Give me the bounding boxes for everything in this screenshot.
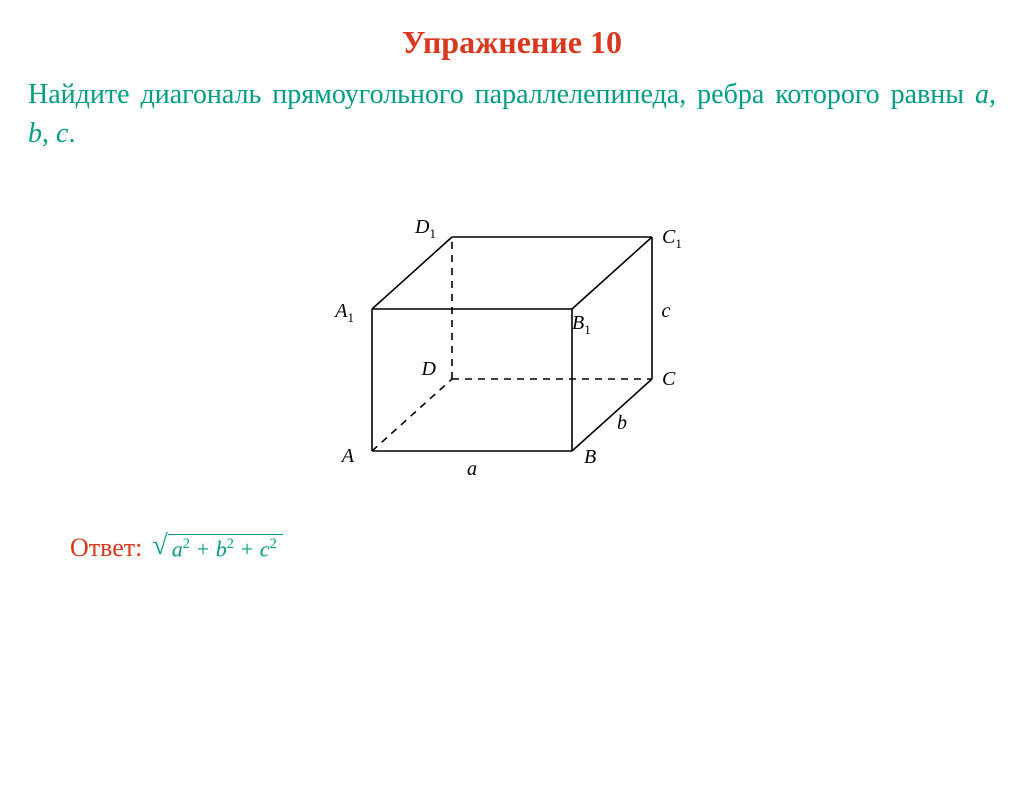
svg-text:C: C — [662, 368, 676, 390]
exercise-title: Упражнение 10 — [0, 24, 1024, 61]
svg-text:a: a — [467, 458, 477, 480]
svg-text:D1: D1 — [414, 216, 436, 241]
diagram-container: A B C D A1 B1 C1 D1 a b c — [0, 189, 1024, 489]
problem-var-b: b — [28, 118, 42, 149]
svg-text:c: c — [662, 300, 671, 322]
svg-text:B: B — [584, 446, 596, 468]
parallelepiped-diagram: A B C D A1 B1 C1 D1 a b c — [332, 189, 692, 489]
svg-text:A: A — [340, 445, 355, 467]
problem-suffix: . — [68, 118, 75, 149]
problem-var-a: a — [975, 79, 989, 110]
svg-text:b: b — [617, 412, 627, 434]
problem-text: Найдите диагональ прямоугольного паралле… — [28, 75, 996, 153]
problem-prefix: Найдите диагональ прямоугольного паралле… — [28, 79, 975, 110]
sep1: , — [989, 79, 996, 110]
problem-var-c: c — [56, 118, 68, 149]
svg-text:D: D — [421, 358, 437, 380]
svg-text:A1: A1 — [333, 300, 354, 325]
answer-row: Ответ: √ a2 + b2 + c2 — [70, 533, 1024, 563]
radicand: a2 + b2 + c2 — [168, 534, 283, 562]
page: Упражнение 10 Найдите диагональ прямоуго… — [0, 24, 1024, 792]
svg-text:C1: C1 — [662, 226, 682, 251]
answer-label: Ответ: — [70, 533, 142, 563]
answer-formula: √ a2 + b2 + c2 — [152, 534, 282, 562]
svg-text:B1: B1 — [572, 312, 591, 337]
sep2: , — [42, 118, 56, 149]
sqrt-symbol: √ — [152, 532, 167, 560]
